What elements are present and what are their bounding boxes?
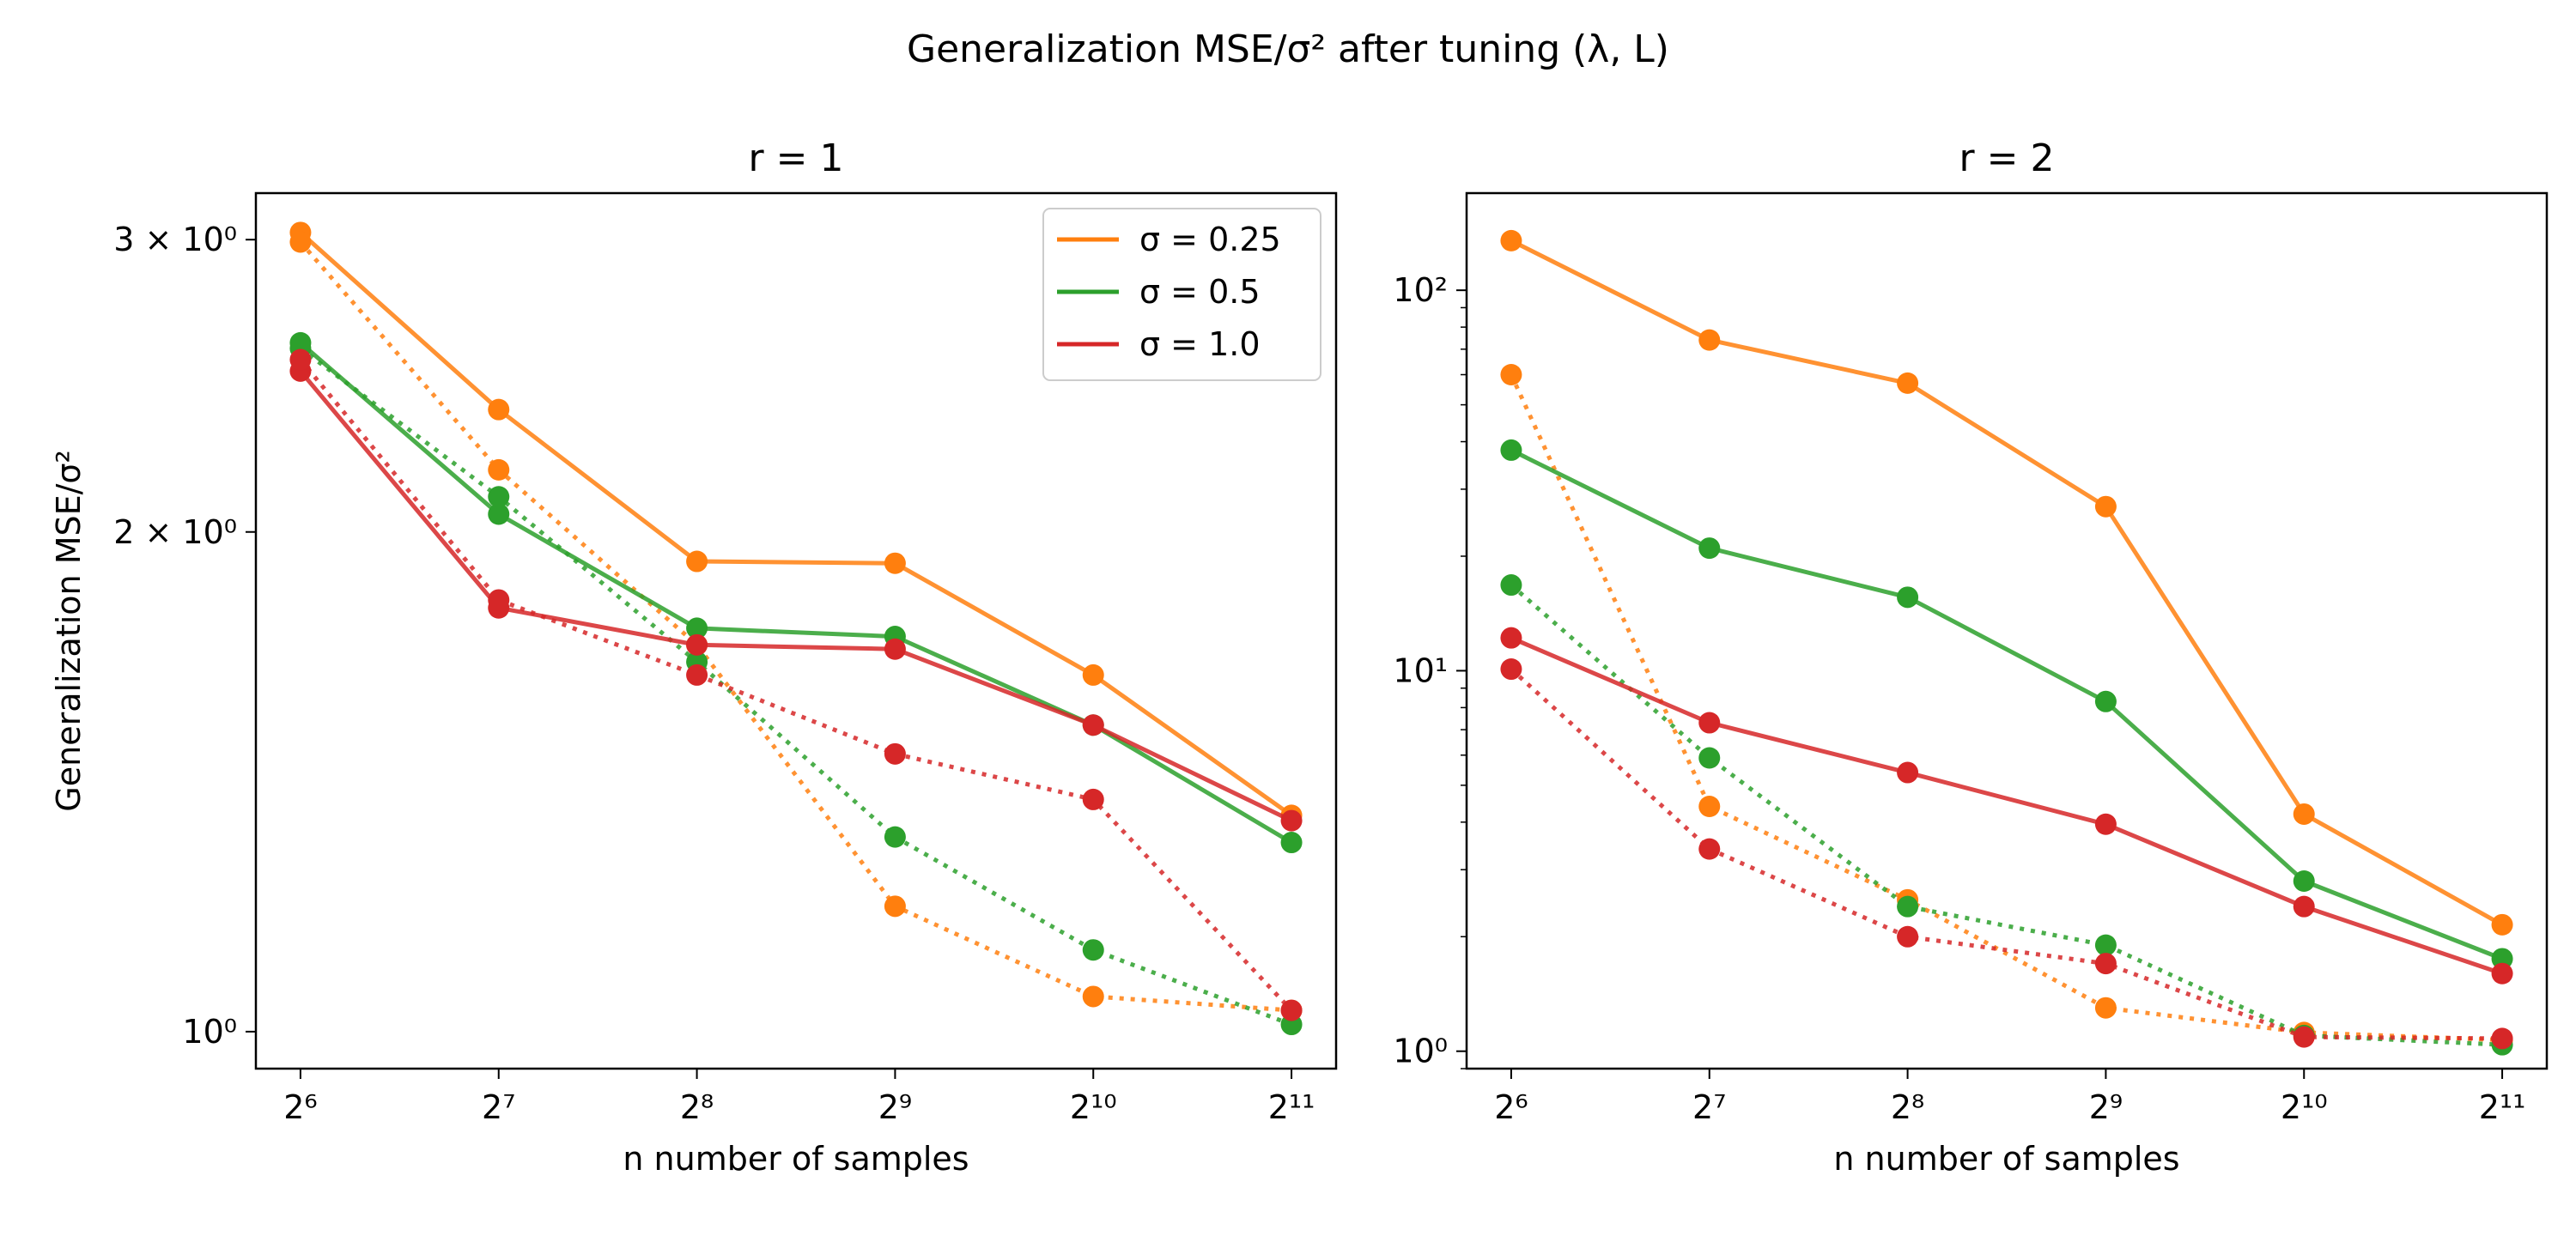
data-point-sigma-1-dotted [2491,1027,2513,1050]
legend-label: σ = 1.0 [1139,325,1261,363]
data-point-sigma-1-solid [884,638,906,660]
series-line-sigma-1-solid [298,369,1293,823]
axes-frame [1465,191,2549,1070]
data-point-sigma-1-dotted [289,348,312,371]
data-point-sigma-0.5-dotted [1698,747,1721,769]
data-point-sigma-1-solid [1500,627,1522,649]
data-point-sigma-1-dotted [1082,788,1104,810]
data-point-sigma-0.25-solid [1698,329,1721,351]
data-point-sigma-0.25-solid [2094,495,2117,518]
data-point-sigma-0.5-dotted [1082,939,1104,961]
y-tick-label: 10⁰ [1393,1033,1448,1070]
y-tick-label: 10² [1393,271,1448,309]
chart-panel-r1: r = 1 2⁶ 2⁷ 2⁸ 2⁹ 2¹⁰ 2¹¹ 3 × 10⁰ 2 × 10⁰ 10⁰ n nu… [50,136,1338,1178]
data-point-sigma-0.5-dotted [488,486,510,508]
data-point-sigma-0.25-solid [686,550,708,573]
data-point-sigma-1-dotted [1698,838,1721,860]
x-tick-label: 2⁹ [878,1088,912,1126]
data-point-sigma-1-dotted [1500,658,1522,681]
data-point-sigma-0.25-dotted [488,458,510,481]
axes-frame [254,191,1338,1070]
y-tick-label: 2 × 10⁰ [113,513,237,551]
data-point-sigma-1-solid [2094,813,2117,835]
data-point-sigma-0.25-solid [1082,663,1104,686]
data-point-sigma-1-dotted [2293,1026,2315,1048]
y-axis-label: Generalization MSE/σ² [50,450,88,811]
legend-label: σ = 0.5 [1139,273,1261,311]
panel-title: r = 1 [749,136,844,180]
x-tick-label: 2¹⁰ [2281,1088,2328,1126]
x-axis-label: n number of samples [623,1140,969,1178]
data-point-sigma-0.5-dotted [2094,934,2117,956]
data-point-sigma-0.5-solid [1500,439,1522,461]
data-point-sigma-0.5-dotted [884,826,906,848]
data-point-sigma-1-dotted [686,663,708,686]
data-point-sigma-0.25-dotted [289,231,312,253]
data-point-sigma-0.25-solid [1500,229,1522,251]
data-point-sigma-0.25-solid [2491,913,2513,936]
data-point-sigma-1-solid [1897,761,1919,784]
data-point-sigma-1-solid [686,633,708,656]
data-point-sigma-0.25-solid [2293,803,2315,825]
series-line-sigma-1-dotted [1510,667,2503,1041]
x-tick-label: 2¹¹ [2479,1088,2526,1126]
x-tick-label: 2¹⁰ [1070,1088,1117,1126]
x-tick-label: 2¹¹ [1268,1088,1315,1126]
data-point-sigma-0.5-solid [2293,870,2315,893]
data-point-sigma-0.25-dotted [884,895,906,918]
series-line-sigma-1-solid [1510,635,2503,976]
data-point-sigma-1-dotted [884,742,906,765]
chart-panel-r2: r = 2 2⁶ 2⁷ 2⁸ 2⁹ 2¹⁰ 2¹¹ 10² 10¹ 10⁰ n number of … [1393,136,2549,1178]
data-point-sigma-1-solid [2293,895,2315,918]
data-point-sigma-1-solid [1280,809,1303,832]
panel-title: r = 2 [1959,136,2055,180]
data-point-sigma-1-solid [1082,714,1104,736]
data-point-sigma-0.5-dotted [1897,895,1919,918]
data-point-sigma-1-solid [1698,712,1721,734]
data-point-sigma-0.25-solid [488,398,510,421]
data-point-sigma-0.5-solid [2491,948,2513,970]
data-point-sigma-0.25-dotted [2094,997,2117,1019]
figure-suptitle: Generalization MSE/σ² after tuning (λ, L… [907,27,1669,71]
data-point-sigma-1-dotted [2094,953,2117,975]
x-axis-label: n number of samples [1833,1140,2179,1178]
x-tick-label: 2⁹ [2089,1088,2123,1126]
data-point-sigma-0.25-solid [1897,372,1919,394]
data-point-sigma-0.5-solid [1897,586,1919,609]
x-tick-label: 2⁶ [283,1088,317,1126]
series-line-sigma-1-dotted [298,358,1293,1012]
data-point-sigma-1-dotted [1897,925,1919,948]
data-point-sigma-0.25-solid [884,552,906,574]
series-line-sigma-0.5-solid [299,341,1293,845]
data-point-sigma-0.5-solid [1280,832,1303,854]
x-tick-label: 2⁶ [1494,1088,1528,1126]
data-point-sigma-0.5-solid [686,617,708,639]
series-line-sigma-0.25-dotted [1509,373,2503,1043]
data-point-sigma-0.5-solid [488,503,510,525]
data-point-sigma-0.5-solid [1698,537,1721,560]
data-point-sigma-0.5-dotted [1500,574,1522,597]
data-point-sigma-0.25-dotted [1082,985,1104,1008]
series-line-sigma-0.5-dotted [299,346,1292,1027]
y-tick-label: 10⁰ [182,1013,237,1051]
y-tick-label: 10¹ [1393,651,1448,689]
data-point-sigma-0.5-solid [2094,690,2117,712]
data-point-sigma-1-dotted [1280,999,1303,1021]
x-tick-label: 2⁷ [482,1088,515,1126]
x-tick-label: 2⁷ [1692,1088,1726,1126]
series-line-sigma-0.25-solid [1510,239,2504,927]
data-point-sigma-0.25-dotted [1698,795,1721,817]
series-line-sigma-0.5-dotted [1510,583,2503,1047]
data-point-sigma-1-solid [2491,962,2513,985]
series-line-sigma-0.5-solid [1510,448,2504,961]
legend-box [1042,208,1321,381]
series-line-sigma-0.25-solid [299,230,1293,817]
x-tick-label: 2⁸ [680,1088,714,1126]
data-point-sigma-0.25-dotted [1500,363,1522,385]
x-tick-label: 2⁸ [1891,1088,1924,1126]
data-point-sigma-1-dotted [488,589,510,611]
legend-label: σ = 0.25 [1139,221,1281,258]
y-tick-label: 3 × 10⁰ [113,221,237,258]
